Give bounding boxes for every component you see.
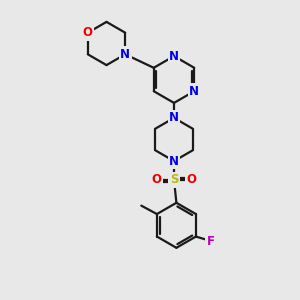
Text: O: O — [83, 26, 93, 39]
Text: F: F — [207, 235, 215, 248]
Text: O: O — [152, 173, 162, 186]
Text: N: N — [120, 48, 130, 61]
Text: O: O — [186, 173, 197, 186]
Text: N: N — [169, 50, 179, 63]
Text: N: N — [189, 85, 199, 98]
Text: N: N — [169, 154, 179, 168]
Text: N: N — [169, 111, 179, 124]
Text: S: S — [170, 173, 178, 186]
